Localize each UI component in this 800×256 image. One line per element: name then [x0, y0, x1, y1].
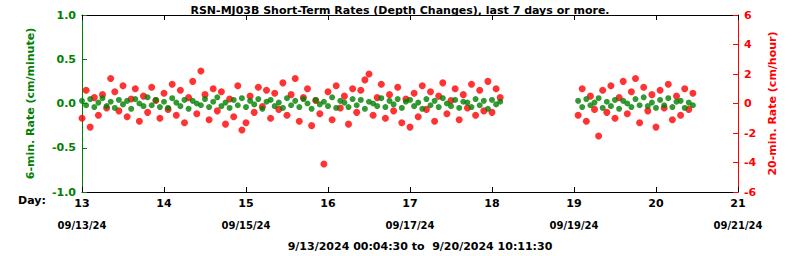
svg-text:4: 4	[744, 38, 752, 51]
svg-text:0: 0	[744, 97, 752, 110]
svg-text:09/15/24: 09/15/24	[221, 220, 270, 231]
svg-text:09/19/24: 09/19/24	[549, 220, 598, 231]
svg-text:-0.5: -0.5	[52, 141, 76, 154]
svg-text:20: 20	[648, 197, 664, 210]
svg-text:9/13/2024 00:04:30 to 9/20/20: 9/13/2024 00:04:30 to 9/20/2024 10:11:30	[288, 240, 553, 253]
svg-text:0.0: 0.0	[57, 97, 77, 110]
svg-text:1.0: 1.0	[57, 9, 77, 22]
svg-text:17: 17	[402, 197, 417, 210]
svg-text:19: 19	[566, 197, 581, 210]
svg-text:20-min. Rate (cm/hour): 20-min. Rate (cm/hour)	[766, 31, 779, 175]
svg-text:RSN-MJ03B Short-Term Rates (De: RSN-MJ03B Short-Term Rates (Depth Change…	[190, 4, 609, 17]
svg-text:15: 15	[238, 197, 253, 210]
svg-text:-4: -4	[744, 156, 757, 169]
svg-text:16: 16	[320, 197, 336, 210]
svg-text:21: 21	[730, 197, 745, 210]
svg-text:-6: -6	[744, 186, 757, 199]
svg-text:-1.0: -1.0	[52, 186, 76, 199]
svg-text:6-min. Rate (cm/minute): 6-min. Rate (cm/minute)	[24, 28, 37, 179]
svg-text:Day:: Day:	[18, 194, 46, 207]
svg-text:09/13/24: 09/13/24	[57, 220, 106, 231]
svg-text:14: 14	[156, 197, 172, 210]
svg-text:-2: -2	[744, 127, 756, 140]
svg-text:0.5: 0.5	[57, 53, 77, 66]
svg-text:09/17/24: 09/17/24	[385, 220, 434, 231]
svg-text:09/21/24: 09/21/24	[713, 220, 762, 231]
svg-text:2: 2	[744, 68, 752, 81]
svg-text:18: 18	[484, 197, 499, 210]
svg-text:13: 13	[74, 197, 89, 210]
svg-text:6: 6	[744, 9, 752, 22]
